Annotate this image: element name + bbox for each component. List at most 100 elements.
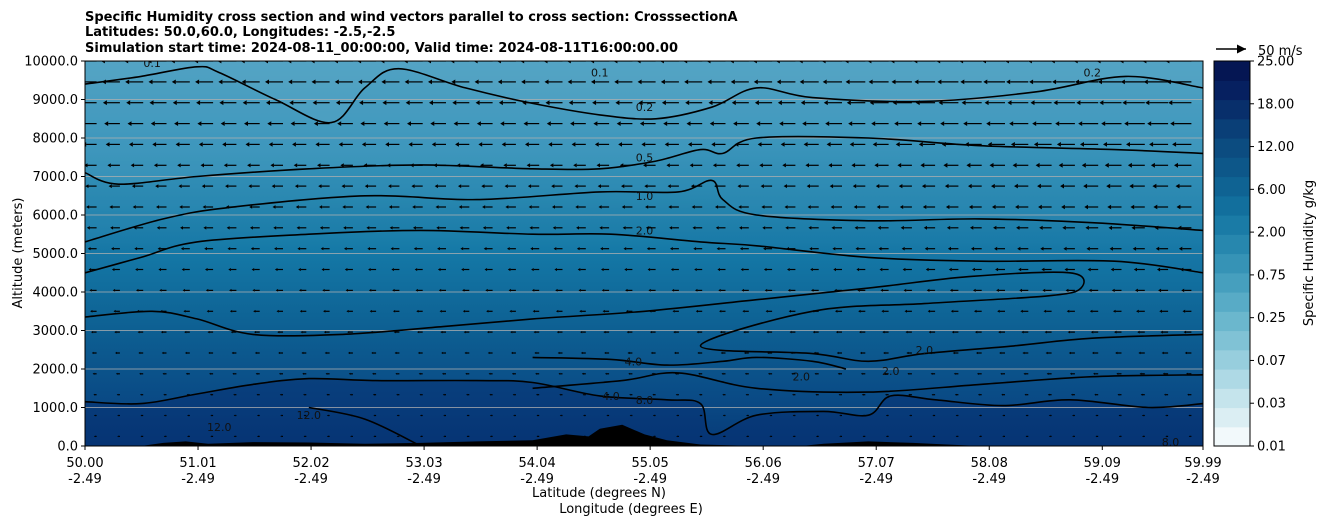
wind-vector-head [200, 163, 204, 168]
wind-vector-head [86, 205, 90, 209]
wind-vector-head [602, 309, 605, 313]
wind-vector-head [1094, 393, 1096, 396]
wind-vector-head [320, 247, 324, 251]
contour-label: 0.1 [143, 57, 161, 70]
wind-vector-head [298, 268, 301, 272]
wind-vector-head [969, 204, 973, 210]
wind-vector-head [323, 309, 326, 313]
wind-vector-head [810, 267, 813, 272]
wind-vector-head [667, 184, 671, 189]
wind-vector-head [780, 142, 785, 147]
wind-vector-head [303, 435, 306, 438]
wind-vector-head [109, 205, 113, 209]
wind-vector-head [901, 246, 905, 251]
wind-vector-head [183, 309, 186, 313]
wind-vector-head [420, 414, 422, 417]
wind-vector-head [1154, 225, 1159, 230]
wind-vector-head [909, 435, 911, 438]
wind-vector-head [501, 142, 506, 147]
wind-vector-head [1122, 100, 1127, 106]
wind-vector-head [954, 393, 957, 396]
wind-vector-head [872, 142, 877, 147]
wind-vector-head [138, 351, 141, 355]
wind-vector-head [1072, 414, 1074, 417]
wind-vector-head [201, 184, 205, 189]
wind-vector-head [115, 351, 117, 355]
wind-vector-head [881, 309, 884, 313]
wind-vector-head [458, 205, 462, 209]
wind-vector-head [241, 79, 246, 85]
wind-vector-head [695, 309, 698, 313]
wind-vector-head [295, 205, 299, 209]
wind-vector-head [396, 393, 398, 396]
x-tick-label-lon: -2.49 [520, 472, 554, 487]
wind-vector-head [744, 372, 747, 375]
wind-vector-head [462, 288, 465, 292]
wind-vector-head [1087, 267, 1091, 272]
colorbar-band [1214, 369, 1250, 389]
wind-vector-head [489, 414, 492, 417]
wind-vector-head [729, 61, 734, 64]
wind-vector-head [992, 204, 996, 210]
wind-vector-head [289, 100, 294, 106]
contour-label: 0.5 [636, 151, 654, 164]
wind-vector-head [280, 435, 282, 438]
wind-vector-head [428, 79, 432, 85]
quiver-key: 50 m/s [1216, 44, 1303, 59]
wind-vector-head [132, 205, 136, 209]
wind-vector-head [252, 288, 255, 292]
wind-vector-head [628, 372, 631, 375]
wind-vector-head [390, 247, 394, 251]
wind-vector-head [613, 61, 618, 64]
wind-vector-head [601, 268, 604, 272]
wind-vector-head [460, 247, 464, 251]
wind-vector-head [1145, 100, 1150, 106]
wind-vector-head [303, 414, 306, 417]
wind-vector-head [950, 309, 954, 313]
wind-vector-head [902, 267, 906, 272]
colorbar-tick-label: 2.00 [1257, 226, 1286, 241]
contour-labels: 0.1 0.1 0.2 0.2 0.5 1.0 2.0 2.0 2.0 2.0 4.0 4.0 8.0 8… [143, 57, 1179, 446]
wind-vector-head [474, 79, 479, 85]
wind-vector-head [461, 268, 464, 272]
x-tick-label-lon: -2.49 [859, 472, 893, 487]
y-tick-label: 1000.0 [33, 401, 79, 416]
wind-vector-head [1058, 162, 1063, 168]
wind-vector-head [650, 351, 653, 355]
wind-vector-head [429, 100, 433, 106]
contour-line [85, 65, 1203, 124]
wind-vector-head [148, 79, 153, 85]
wind-vector-head [531, 288, 535, 292]
wind-vector-head [533, 330, 536, 334]
wind-vector-head [210, 414, 212, 417]
wind-vector-head [373, 414, 375, 417]
wind-vector-head [358, 79, 363, 85]
wind-vector-head [125, 79, 130, 85]
wind-vector-head [691, 205, 695, 209]
wind-vector-head [226, 226, 230, 230]
wind-vector-head [860, 351, 862, 355]
wind-vector-head [1092, 351, 1095, 355]
wind-vector-head [1063, 246, 1067, 251]
wind-vector-head [676, 414, 678, 417]
wind-vector-head [1048, 414, 1051, 417]
wind-vector-head [408, 142, 413, 147]
colorbar-band [1214, 195, 1250, 216]
wind-vector-head [186, 393, 189, 396]
wind-vector-head [1120, 79, 1125, 85]
wind-vector-head [1032, 121, 1037, 126]
wind-vector-head [995, 267, 999, 272]
wind-vector-head [113, 309, 116, 313]
wind-vector-head [760, 184, 764, 189]
wind-vector-head [153, 163, 158, 168]
wind-vector-head [1068, 351, 1071, 355]
wind-vector-head [1030, 100, 1035, 106]
wind-vector-head [1141, 414, 1144, 417]
wind-vector-head [938, 100, 943, 106]
wind-vector-head [762, 226, 766, 230]
wind-vector-head [769, 435, 771, 438]
wind-vector-head [1099, 100, 1104, 106]
wind-vector-head [476, 121, 481, 126]
wind-vector-head [552, 205, 555, 209]
wind-vector-head [299, 288, 302, 292]
